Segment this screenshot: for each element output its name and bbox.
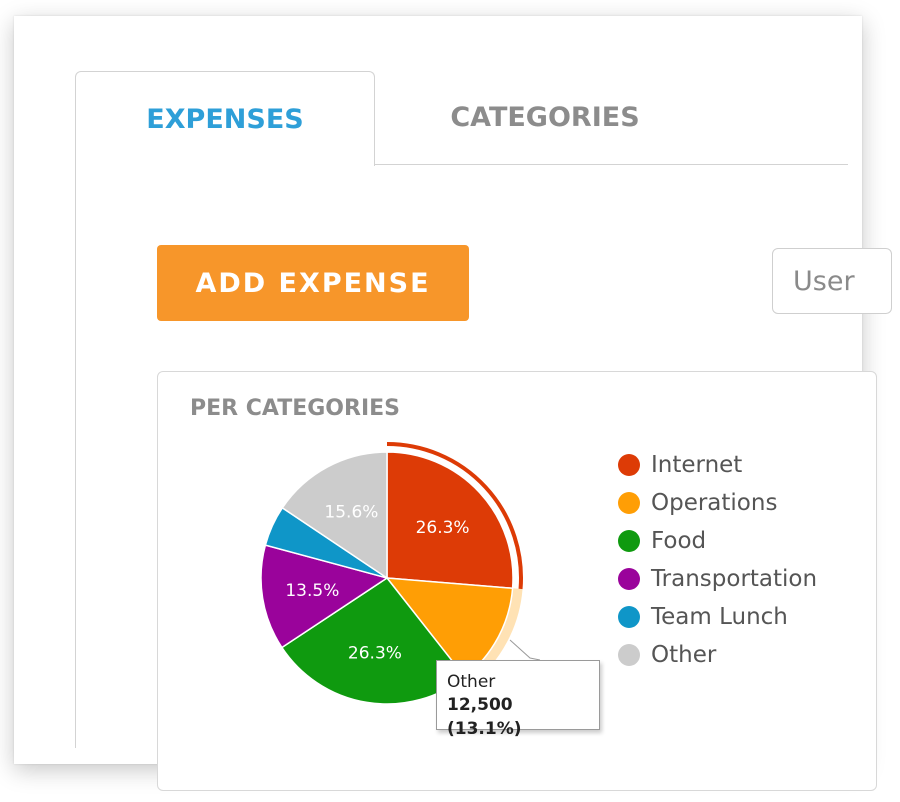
legend-item-other[interactable]: Other — [618, 636, 817, 674]
legend-swatch-icon — [618, 606, 640, 628]
user-filter-input[interactable] — [772, 248, 892, 314]
legend-item-transportation[interactable]: Transportation — [618, 560, 817, 598]
legend-swatch-icon — [618, 644, 640, 666]
legend-item-internet[interactable]: Internet — [618, 446, 817, 484]
category-pie-chart: 26.3% 26.3% 13.5% 15.6% — [260, 442, 540, 705]
card-title: PER CATEGORIES — [190, 396, 401, 421]
pie-slice-transportation[interactable] — [260, 544, 389, 649]
legend-item-food[interactable]: Food — [618, 522, 817, 560]
pie-label-transportation: 13.5% — [285, 581, 339, 601]
legend-swatch-icon — [618, 568, 640, 590]
tab-expenses[interactable]: EXPENSES — [75, 71, 375, 166]
pie-label-internet: 26.3% — [416, 518, 470, 538]
tab-categories[interactable]: CATEGORIES — [375, 71, 715, 164]
panel-border — [75, 164, 76, 748]
pie-label-other: 15.6% — [324, 502, 378, 522]
chart-legend: Internet Operations Food Transportation Team… — [618, 446, 817, 674]
tab-bar-border — [375, 164, 848, 165]
tooltip-value: 12,500 (13.1%) — [447, 695, 522, 739]
pie-halo-internet — [386, 442, 523, 590]
legend-swatch-icon — [618, 454, 640, 476]
pie-label-food: 26.3% — [348, 644, 402, 664]
legend-label: Other — [651, 642, 717, 668]
legend-label: Team Lunch — [651, 604, 788, 630]
tab-expenses-label: EXPENSES — [146, 103, 304, 135]
pie-slice-internet[interactable] — [386, 451, 514, 590]
tooltip-pointer — [509, 639, 540, 661]
legend-item-team-lunch[interactable]: Team Lunch — [618, 598, 817, 636]
add-expense-button[interactable]: ADD EXPENSE — [157, 245, 469, 321]
legend-label: Transportation — [651, 566, 818, 592]
legend-label: Operations — [651, 490, 778, 516]
legend-swatch-icon — [618, 492, 640, 514]
legend-swatch-icon — [618, 530, 640, 552]
legend-item-operations[interactable]: Operations — [618, 484, 817, 522]
pie-slice-other[interactable] — [281, 451, 388, 580]
legend-label: Internet — [651, 452, 743, 478]
legend-label: Food — [651, 528, 707, 554]
chart-tooltip: Other 12,500 (13.1%) — [436, 660, 600, 739]
tooltip-name: Other — [447, 672, 496, 692]
tab-categories-label: CATEGORIES — [450, 102, 640, 133]
